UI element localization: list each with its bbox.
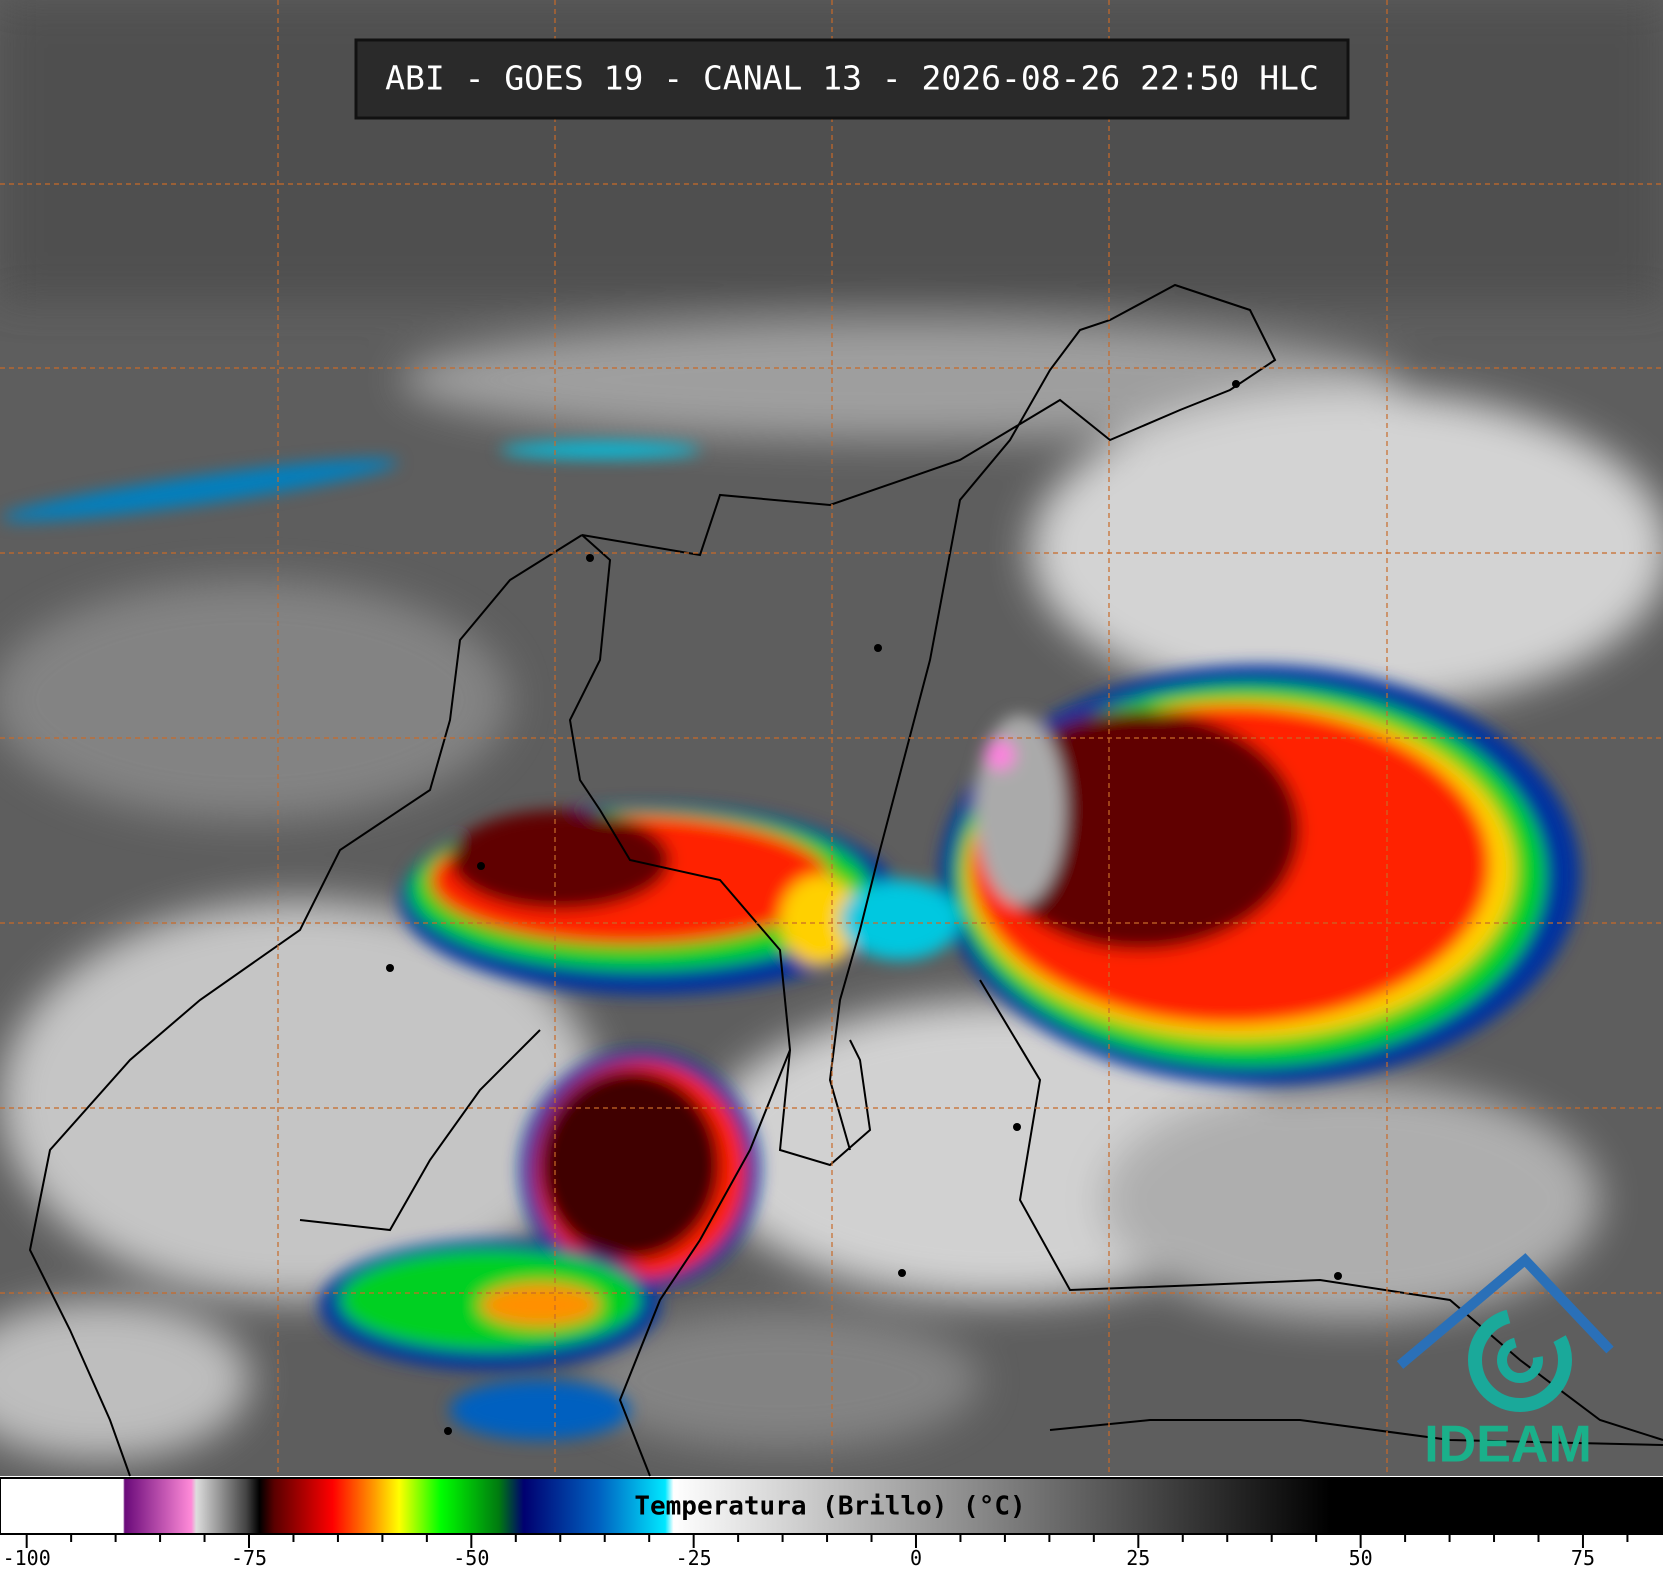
tick-label: -100 — [3, 1546, 51, 1570]
title-box: ABI - GOES 19 - CANAL 13 - 2026-08-26 22… — [354, 38, 1350, 120]
tick-label: -25 — [676, 1546, 712, 1570]
colorbar-gradient — [0, 1477, 1663, 1535]
tick-label: -50 — [453, 1546, 489, 1570]
colorbar: Temperatura (Brillo) (°C) — [0, 1477, 1663, 1535]
tick-label: 25 — [1126, 1546, 1150, 1570]
satellite-image — [0, 0, 1663, 1477]
tick-label: -75 — [231, 1546, 267, 1570]
colorbar-label: Temperatura (Brillo) (°C) — [634, 1492, 1025, 1522]
logo: IDEAM — [1396, 1253, 1614, 1474]
tick-label: 0 — [910, 1546, 922, 1570]
graticule — [0, 0, 1663, 1476]
title: ABI - GOES 19 - CANAL 13 - 2026-08-26 22… — [385, 59, 1319, 98]
tick-label: 75 — [1571, 1546, 1595, 1570]
tick-label: 50 — [1349, 1546, 1373, 1570]
logo-text: IDEAM — [1424, 1416, 1592, 1474]
